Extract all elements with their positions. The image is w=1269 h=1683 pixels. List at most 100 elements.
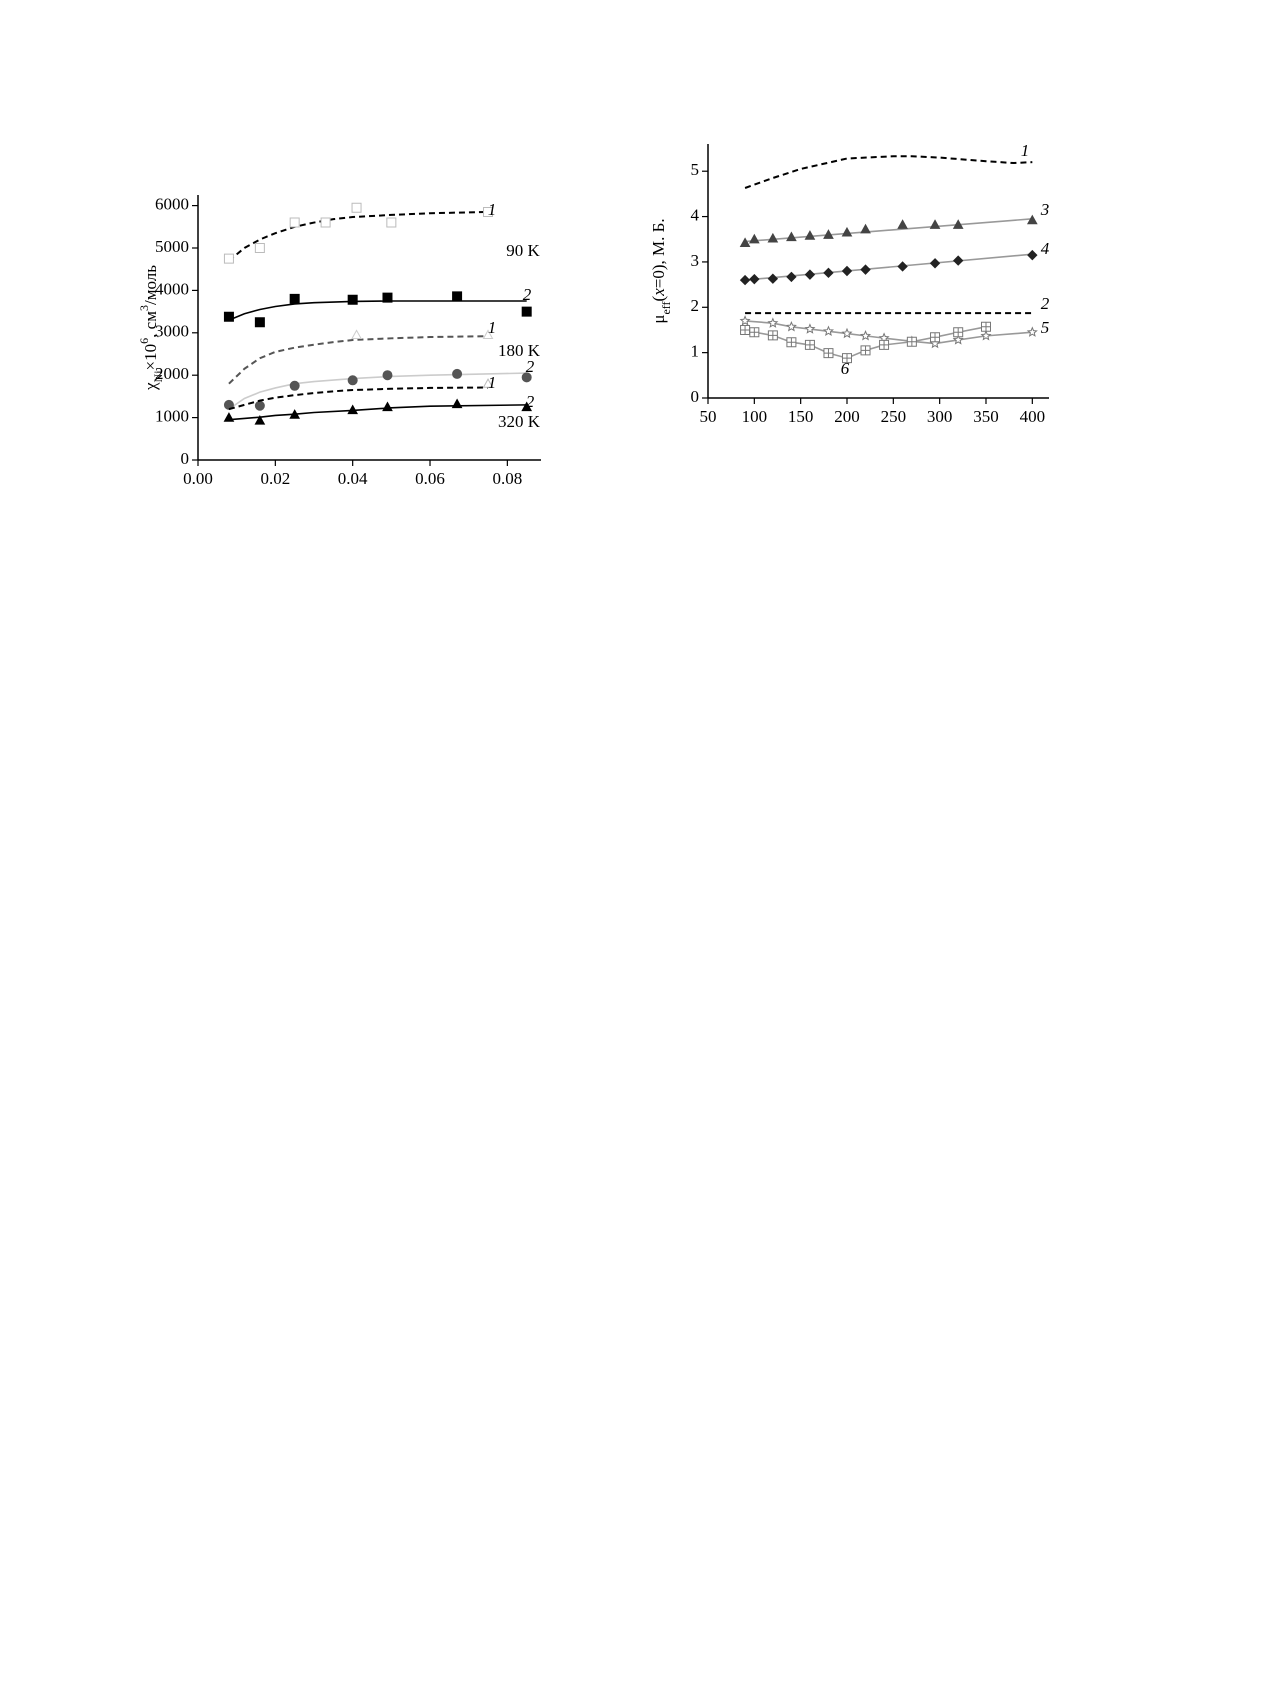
- data-point: [748, 233, 760, 244]
- series-label: 2: [526, 357, 535, 376]
- y-tick-label: 0: [181, 449, 190, 468]
- y-label-part: , см: [141, 311, 160, 338]
- series-label: 1: [488, 373, 497, 392]
- y-label-part: (: [649, 295, 668, 301]
- data-point: [767, 273, 779, 284]
- y-label-part: Ni: [151, 370, 165, 383]
- data-point: [1026, 214, 1038, 225]
- y-tick-label: 1: [691, 342, 700, 361]
- data-point: [347, 375, 358, 386]
- data-point: [254, 415, 266, 425]
- x-tick-label: 250: [881, 407, 907, 426]
- data-point: [351, 329, 362, 340]
- x-tick-label: 0.02: [260, 469, 290, 488]
- data-point: [823, 267, 834, 279]
- data-point: [254, 243, 265, 253]
- data-point: [952, 334, 964, 345]
- data-point: [786, 337, 797, 348]
- y-tick-label: 3: [691, 251, 700, 270]
- series-label: 4: [1041, 239, 1050, 258]
- y-label-part: ×10: [141, 344, 160, 371]
- x-tick-label: 0.08: [492, 469, 522, 488]
- data-point: [289, 409, 301, 419]
- series-label: 2: [1041, 294, 1050, 313]
- series-label: 2: [526, 392, 535, 411]
- y-tick-label: 4000: [155, 279, 189, 298]
- data-point: [860, 223, 871, 234]
- y-label-part: =0), М. Б.: [649, 218, 668, 288]
- data-point: [980, 321, 991, 332]
- data-point: [452, 291, 463, 302]
- series-label: 3: [1040, 200, 1050, 219]
- data-point: [804, 230, 816, 240]
- data-point: [1026, 326, 1038, 337]
- y-label-part: /моль: [141, 265, 160, 305]
- data-point: [804, 323, 816, 334]
- data-point: [223, 399, 234, 410]
- data-point: [767, 232, 779, 243]
- data-point: [382, 401, 393, 412]
- series-line: [228, 335, 489, 385]
- data-point: [930, 332, 941, 343]
- data-point: [451, 398, 463, 409]
- data-point: [841, 353, 852, 364]
- y-tick-label: 5: [691, 160, 700, 179]
- data-point: [879, 339, 890, 350]
- data-point: [223, 412, 235, 422]
- data-point: [906, 336, 917, 347]
- data-point: [841, 327, 853, 339]
- data-point: [980, 330, 992, 341]
- data-point: [804, 269, 816, 280]
- data-point: [804, 339, 815, 350]
- data-point: [952, 255, 964, 266]
- x-tick-label: 350: [973, 407, 999, 426]
- data-point: [483, 206, 494, 217]
- data-point: [482, 329, 494, 340]
- x-tick-label: 0.00: [183, 469, 213, 488]
- data-point: [254, 317, 265, 328]
- data-point: [482, 378, 494, 388]
- data-point: [382, 370, 393, 381]
- y-tick-label: 1000: [155, 407, 189, 426]
- y-tick-label: 6000: [155, 195, 189, 214]
- y-tick-label: 0: [691, 387, 700, 406]
- data-point: [1027, 249, 1038, 261]
- data-point: [929, 258, 941, 269]
- data-point: [786, 231, 797, 242]
- data-point: [739, 274, 751, 286]
- y-tick-label: 4: [691, 205, 700, 224]
- annotation: 90 K: [506, 241, 540, 260]
- series-label: 1: [488, 200, 497, 219]
- data-point: [521, 372, 532, 383]
- data-point: [452, 368, 463, 379]
- data-point: [860, 330, 872, 341]
- data-point: [953, 327, 964, 338]
- data-point: [897, 261, 908, 272]
- data-point: [823, 348, 834, 359]
- data-point: [860, 345, 871, 356]
- series-label: 1: [1021, 141, 1030, 160]
- data-point: [521, 306, 532, 317]
- x-tick-label: 100: [742, 407, 768, 426]
- data-point: [223, 311, 234, 322]
- data-point: [347, 404, 359, 415]
- x-tick-label: 0.06: [415, 469, 445, 488]
- series-label: 1: [488, 318, 497, 337]
- y-tick-label: 5000: [155, 237, 189, 256]
- series-label: 6: [841, 359, 850, 378]
- x-tick-label: 300: [927, 407, 953, 426]
- data-point: [929, 219, 941, 229]
- data-point: [822, 325, 834, 337]
- data-point: [740, 324, 751, 335]
- series-line: [744, 155, 1033, 189]
- annotation: 320 K: [498, 412, 541, 431]
- data-point: [289, 217, 300, 228]
- series-line: [228, 300, 527, 321]
- y-label-part: x: [649, 288, 668, 297]
- annotation: 180 K: [498, 341, 541, 360]
- data-point: [289, 293, 300, 304]
- data-point: [786, 271, 797, 283]
- series-label: 5: [1041, 318, 1050, 337]
- x-tick-label: 0.04: [338, 469, 368, 488]
